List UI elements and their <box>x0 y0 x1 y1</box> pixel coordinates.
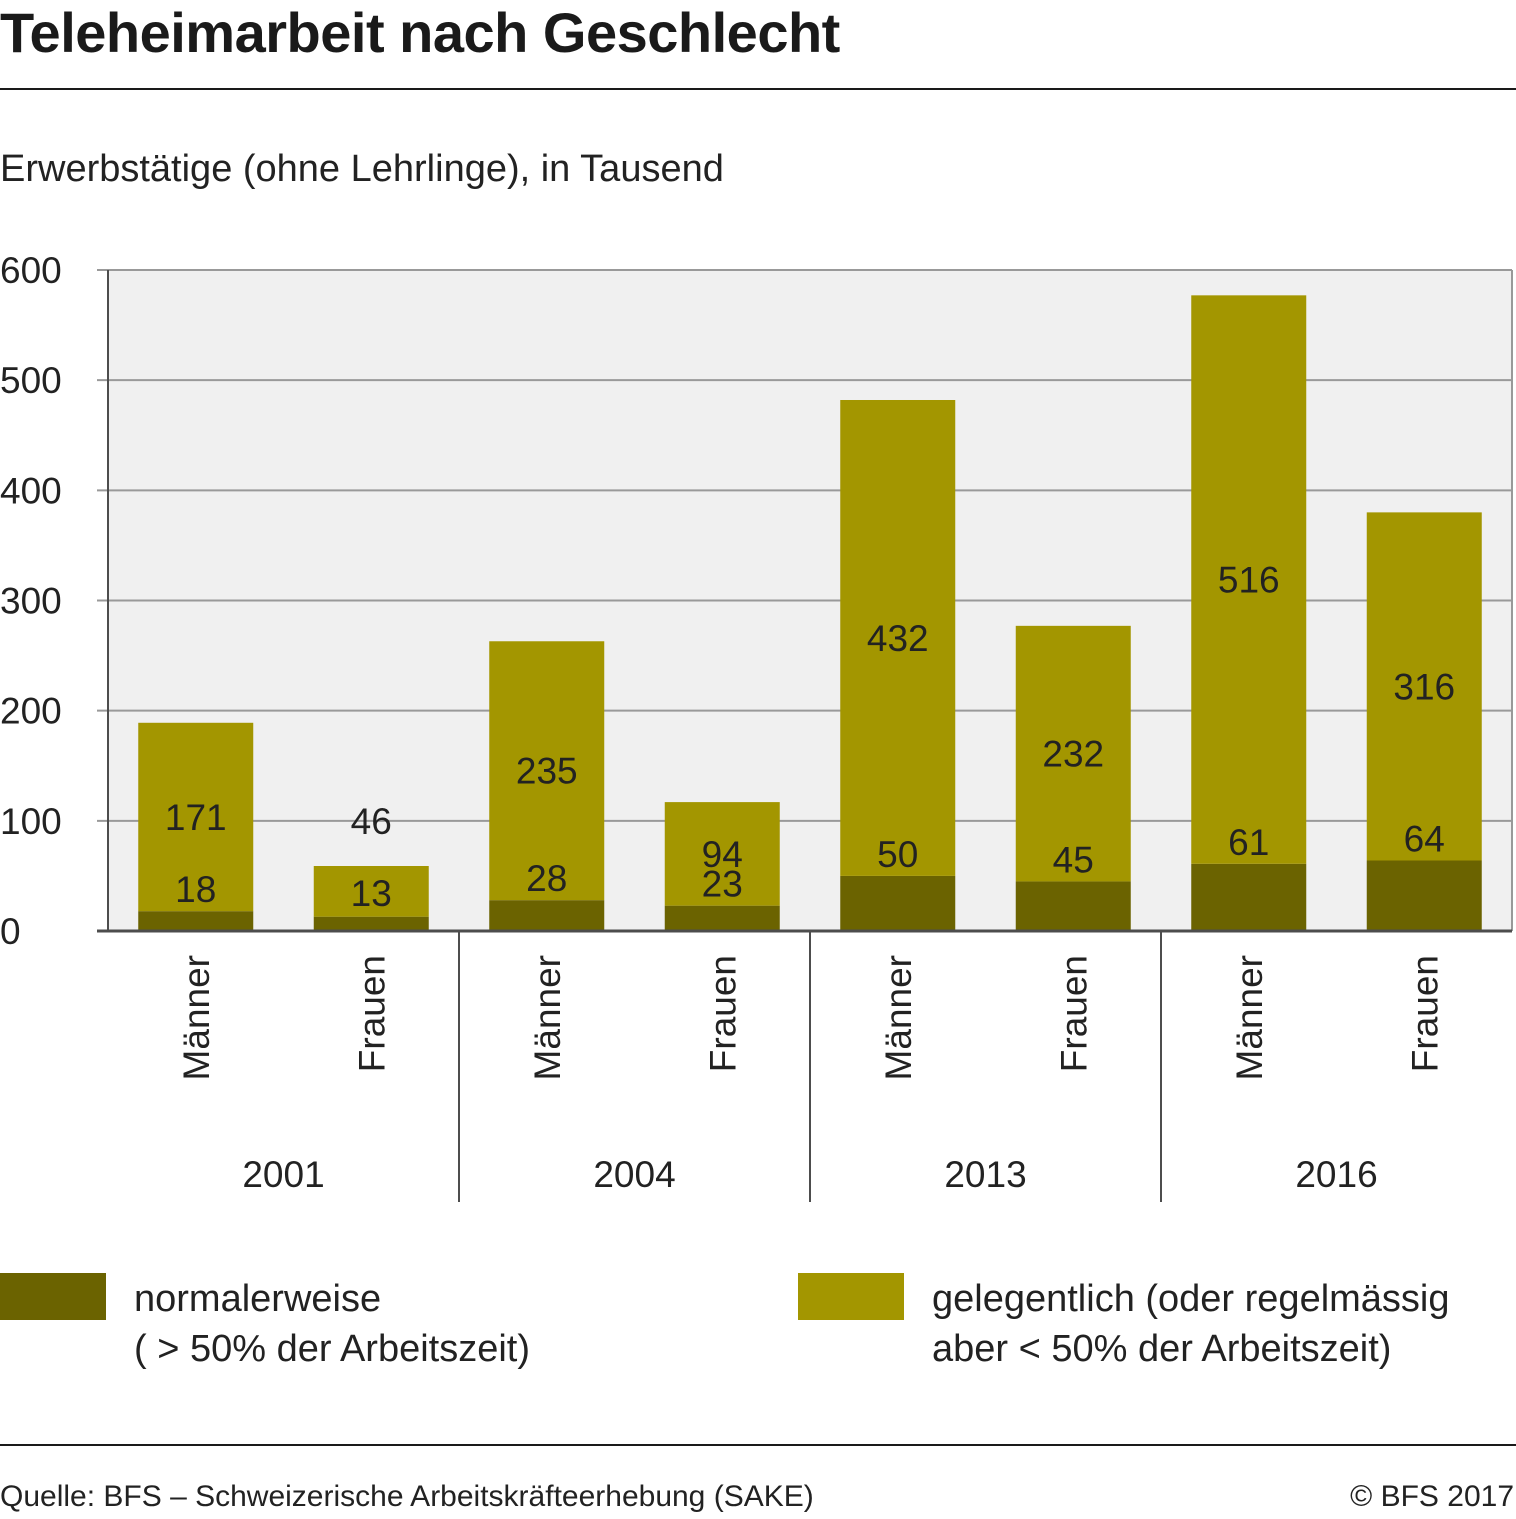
x-group-label: 2016 <box>1295 1154 1377 1195</box>
legend-label-normal: normalerweise ( > 50% der Arbeitszeit) <box>134 1274 530 1374</box>
x-category-label: Frauen <box>351 955 392 1072</box>
data-label-normal: 61 <box>1228 822 1269 863</box>
data-label-occasional: 235 <box>516 751 578 792</box>
x-group-label: 2001 <box>242 1154 324 1195</box>
data-label-occasional: 171 <box>165 797 227 838</box>
bar-normal <box>489 900 605 931</box>
x-category-label: Männer <box>176 955 217 1080</box>
data-label-occasional: 432 <box>867 618 929 659</box>
legend-label-normal-line1: normalerweise <box>134 1278 382 1320</box>
x-category-label: Männer <box>878 955 919 1080</box>
data-label-occasional: 94 <box>702 834 743 875</box>
bar-normal <box>313 916 429 931</box>
legend-label-occasional-line2: aber < 50% der Arbeitszeit) <box>932 1328 1392 1370</box>
y-tick-label: 300 <box>0 581 62 622</box>
x-group-label: 2004 <box>593 1154 675 1195</box>
data-label-normal: 23 <box>702 864 743 905</box>
data-label-occasional: 46 <box>351 801 392 842</box>
data-label-normal: 64 <box>1404 818 1445 859</box>
x-category-label: Männer <box>527 955 568 1080</box>
chart-title: Teleheimarbeit nach Geschlecht <box>0 1 840 64</box>
bar-normal <box>1015 881 1131 931</box>
bar-normal <box>138 911 254 931</box>
bar-normal <box>1366 860 1482 931</box>
chart-subtitle: Erwerbstätige (ohne Lehrlinge), in Tause… <box>0 148 724 190</box>
legend-swatch-occasional <box>798 1273 904 1320</box>
y-tick-label: 600 <box>0 250 62 291</box>
legend-label-normal-line2: ( > 50% der Arbeitszeit) <box>134 1328 531 1370</box>
data-label-occasional: 516 <box>1218 560 1280 601</box>
bar-normal <box>664 905 780 931</box>
data-label-normal: 18 <box>175 869 216 910</box>
data-label-normal: 13 <box>351 873 392 914</box>
y-tick-label: 200 <box>0 691 62 732</box>
data-label-normal: 45 <box>1053 839 1094 880</box>
copyright-note: © BFS 2017 <box>1350 1480 1514 1513</box>
y-tick-label: 0 <box>0 911 21 952</box>
data-label-occasional: 316 <box>1393 666 1455 707</box>
legend-label-occasional: gelegentlich (oder regelmässig aber < 50… <box>932 1274 1450 1374</box>
y-tick-label: 500 <box>0 360 62 401</box>
x-category-label: Frauen <box>1404 955 1445 1072</box>
bar-normal <box>1191 863 1307 931</box>
data-label-normal: 28 <box>526 858 567 899</box>
bar-occasional <box>1366 512 1482 861</box>
data-label-normal: 50 <box>877 834 918 875</box>
title-rule <box>0 88 1516 90</box>
legend-swatch-normal <box>0 1273 106 1320</box>
bar-occasional <box>1015 625 1131 882</box>
bar-occasional <box>313 866 429 917</box>
bar-occasional <box>664 802 780 906</box>
bar-occasional <box>489 641 605 901</box>
bar-chart: 0 100 200 300 400 500 600 171 18 Männer 46 13 Frauen… <box>0 250 1513 1202</box>
x-category-label: Frauen <box>702 955 743 1072</box>
bar-occasional <box>1191 295 1307 864</box>
bar-occasional <box>840 399 956 876</box>
x-category-label: Frauen <box>1053 955 1094 1072</box>
x-group-label: 2013 <box>944 1154 1026 1195</box>
y-tick-label: 400 <box>0 470 62 511</box>
y-tick-label: 100 <box>0 801 62 842</box>
footer-rule <box>0 1444 1516 1446</box>
source-note: Quelle: BFS – Schweizerische Arbeitskräf… <box>0 1480 814 1513</box>
legend-label-occasional-line1: gelegentlich (oder regelmässig <box>932 1278 1450 1320</box>
data-label-occasional: 232 <box>1042 734 1104 775</box>
bar-normal <box>840 875 956 931</box>
x-category-label: Männer <box>1229 955 1270 1080</box>
bar-occasional <box>138 722 254 912</box>
